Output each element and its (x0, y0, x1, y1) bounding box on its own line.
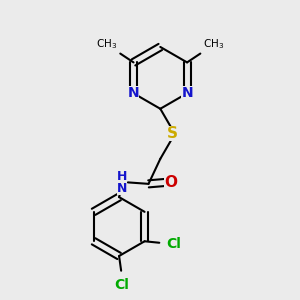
Text: CH$_3$: CH$_3$ (96, 37, 117, 51)
Text: H
N: H N (117, 170, 127, 195)
Text: CH$_3$: CH$_3$ (203, 37, 224, 51)
Text: N: N (128, 86, 139, 100)
Text: N: N (181, 86, 193, 100)
Text: Cl: Cl (167, 237, 182, 251)
Text: O: O (164, 175, 177, 190)
Text: S: S (167, 126, 178, 141)
Text: Cl: Cl (115, 278, 130, 292)
